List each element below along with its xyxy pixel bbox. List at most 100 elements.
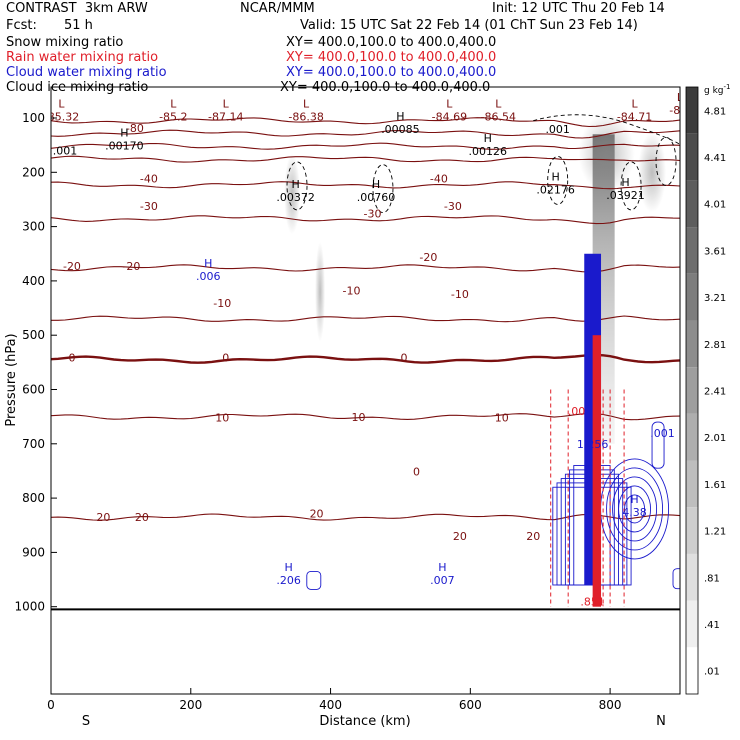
temp-contour-20 — [51, 513, 680, 521]
y-tick-label: 400 — [22, 274, 45, 288]
extremum-value: .206 — [276, 574, 301, 587]
plot-frame — [50, 86, 681, 695]
header-title: CONTRAST 3km ARW — [6, 1, 148, 16]
extremum-marker: H — [284, 561, 292, 574]
temp-contour-m10 — [51, 315, 680, 323]
extremum-marker: L — [632, 98, 639, 111]
extremum-value: .00372 — [276, 191, 315, 204]
extremum-marker: L — [495, 98, 502, 111]
temp-contour-label: -10 — [451, 288, 469, 301]
colorbar-swatch — [686, 133, 698, 181]
colorbar-level-label: 3.61 — [704, 246, 726, 257]
field-cloudwater-xy: XY= 400.0,100.0 to 400.0,400.0 — [286, 65, 497, 80]
colorbar-level-label: .41 — [704, 620, 720, 631]
y-tick-label: 200 — [22, 165, 45, 179]
y-tick-label: 700 — [22, 437, 45, 451]
colorbar-level-label: 3.21 — [704, 293, 726, 304]
cloud-ice-contour — [286, 161, 308, 211]
header-init: Init: 12 UTC Thu 20 Feb 14 — [492, 1, 665, 16]
rain-core — [592, 335, 602, 607]
colorbar-level-label: 2.41 — [704, 387, 726, 398]
cloud-ice-contour — [655, 136, 677, 186]
temp-contour-label: 0 — [413, 465, 420, 478]
temp-contour-m40 — [51, 181, 680, 190]
extremum-marker: H — [204, 257, 212, 270]
colorbar-swatch — [686, 647, 698, 694]
extremum-value: -85.32 — [44, 111, 79, 124]
colorbar-swatch — [686, 227, 698, 274]
extremum-value: .007 — [430, 574, 455, 587]
x-tick-label: 200 — [179, 698, 202, 712]
temp-contour-label: -40 — [430, 172, 448, 185]
temp-contour-m80 — [51, 117, 680, 128]
cloud-water-cell — [612, 476, 658, 542]
temp-contour-m60 — [51, 142, 680, 150]
extremum-marker: L — [223, 98, 230, 111]
x-tick-label: 800 — [599, 698, 622, 712]
colorbar-level-label: 1.61 — [704, 480, 726, 491]
extremum-value: 4.38 — [622, 506, 647, 519]
field-rain-xy: XY= 400.0,100.0 to 400.0,400.0 — [286, 50, 497, 65]
field-rain-name: Rain water mixing ratio — [6, 50, 159, 65]
header-center: NCAR/MMM — [240, 1, 315, 16]
extremum-marker: L — [677, 91, 684, 104]
colorbar-level-label: .81 — [704, 573, 720, 584]
colorbar-swatch — [686, 367, 698, 414]
field-snow-name: Snow mixing ratio — [6, 35, 124, 50]
snow-shading-right — [638, 132, 667, 213]
temp-contour-label: 20 — [526, 530, 540, 543]
colorbar-level-label: 2.81 — [704, 340, 726, 351]
temp-contour-label: -20 — [63, 260, 81, 273]
x-end-label-north: N — [656, 714, 666, 729]
colorbar-swatch — [686, 180, 698, 228]
temp-contour-label: 20 — [96, 511, 110, 524]
temp-contour-label: 0 — [68, 351, 75, 364]
temp-contour-label: -10 — [213, 297, 231, 310]
extremum-value: -86.54 — [481, 111, 516, 124]
colorbar-level-label: 1.21 — [704, 527, 726, 538]
y-tick-label: 300 — [22, 220, 45, 234]
y-tick-label: 900 — [22, 545, 45, 559]
temp-contour-label: -20 — [122, 260, 140, 273]
colorbar-swatch — [686, 87, 698, 134]
cloud-water-small — [306, 570, 322, 590]
temp-contour-10 — [51, 412, 680, 421]
header-fcst-value: 51 h — [64, 18, 93, 33]
extremum-marker: H — [621, 176, 629, 189]
extremum-marker: H — [291, 178, 299, 191]
y-tick-label: 600 — [22, 383, 45, 397]
cloud-ice-contour — [620, 161, 642, 211]
temp-contour-m30 — [51, 215, 680, 225]
x-tick-label: 400 — [319, 698, 342, 712]
cloud-water-edge — [672, 568, 680, 590]
colorbar-swatch — [686, 600, 698, 648]
extremum-value: -86.38 — [288, 111, 323, 124]
extremum-marker: H — [372, 178, 380, 191]
contour-value-label: 1.256 — [577, 438, 609, 451]
field-snow-xy: XY= 400.0,100.0 to 400.0,400.0 — [286, 35, 497, 50]
cloud-ice-top — [533, 114, 680, 146]
colorbar-level-label: 4.41 — [704, 153, 726, 164]
colorbar-level-label: 4.01 — [704, 200, 726, 211]
extremum-marker: L — [303, 98, 310, 111]
temp-contour-label: 20 — [135, 511, 149, 524]
cloud-ice-contour — [372, 164, 394, 214]
temp-contour-label: 0 — [400, 351, 407, 364]
colorbar-swatch — [686, 460, 698, 508]
snow-shading-left — [284, 154, 301, 235]
temp-contour-m50 — [51, 155, 680, 163]
extremum-value: -87.14 — [208, 111, 243, 124]
extremum-marker: L — [58, 98, 65, 111]
snow-shading-streak — [315, 241, 326, 342]
y-tick-label: 800 — [22, 491, 45, 505]
temp-contour-label: -80 — [126, 122, 144, 135]
temp-contour-label: -30 — [364, 208, 382, 221]
x-tick-label: 0 — [47, 698, 55, 712]
extremum-value: .00760 — [357, 191, 396, 204]
temp-contour-label: 20 — [310, 507, 324, 520]
colorbar-swatch — [686, 413, 698, 461]
contour-value-label: .001 — [53, 145, 78, 158]
temp-contour-label: -20 — [419, 251, 437, 264]
cloud-water-cell-upper — [651, 421, 665, 469]
colorbar-swatch — [686, 320, 698, 368]
